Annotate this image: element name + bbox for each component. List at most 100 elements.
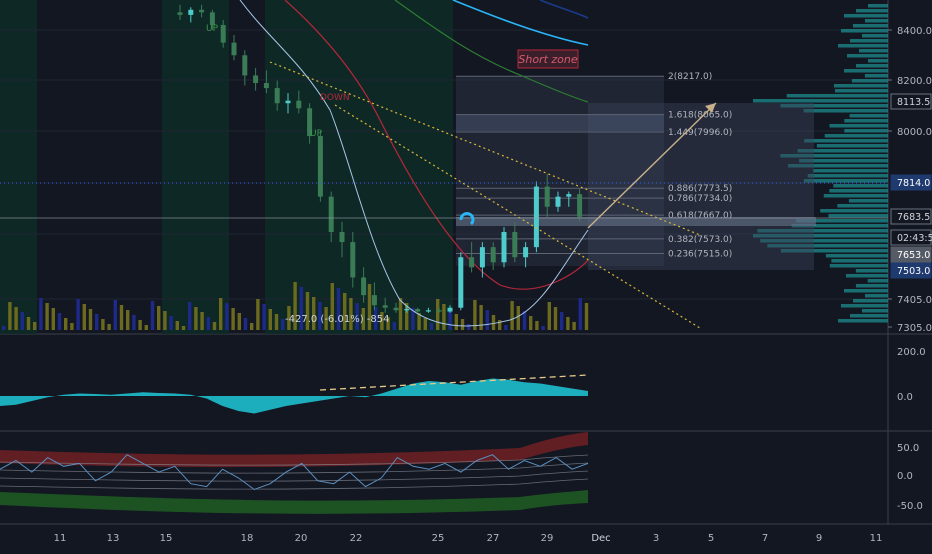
price-label-box-1 <box>890 174 932 191</box>
profile-bar-60 <box>840 304 888 308</box>
down-label: DOWN <box>320 93 350 103</box>
drawings[interactable] <box>0 61 888 329</box>
volume-bar-1 <box>8 302 12 330</box>
profile-bar-34 <box>807 174 888 178</box>
volume-bar-28 <box>175 321 179 330</box>
magnet-icon <box>459 212 475 226</box>
volume-bar-63 <box>392 322 396 330</box>
ema-navy <box>539 0 589 19</box>
volume-bar-78 <box>485 310 489 330</box>
measure-label: -427.0 (-6.01%) -854 <box>285 314 389 325</box>
rsi-mid-line-3 <box>0 478 589 490</box>
candle-body-15 <box>339 232 345 243</box>
volume-bar-66 <box>411 308 415 330</box>
time-tick-0: 11 <box>54 533 67 544</box>
candle-body-12 <box>307 108 313 137</box>
time-tick-3: 18 <box>241 533 254 544</box>
profile-bar-21 <box>803 109 888 113</box>
volume-bar-34 <box>212 322 217 330</box>
fib-label-7: 0.236(7515.0) <box>668 249 732 259</box>
time-tick-12: 7 <box>762 533 768 544</box>
volume-bar-38 <box>237 313 241 330</box>
candle-body-24 <box>436 310 442 312</box>
volume-profile <box>753 4 888 323</box>
volume-bar-55 <box>343 293 347 330</box>
rsi-tick-1: 0.0 <box>897 471 913 482</box>
volume-bar-83 <box>516 306 520 330</box>
volume-bar-62 <box>386 317 390 330</box>
time-tick-4: 20 <box>295 533 308 544</box>
profile-bar-0 <box>868 4 888 8</box>
volume-bar-6 <box>39 298 43 330</box>
sma-green <box>394 0 589 103</box>
rsi-axis: 50.0 0.0 -50.0 <box>897 443 923 512</box>
price-axis[interactable]: 8400.0 8200.0 8000.0 7405.0 7305.0 <box>888 26 932 334</box>
candle-body-0 <box>177 12 183 15</box>
price-label-box-4 <box>890 246 932 263</box>
profile-bar-14 <box>864 74 888 78</box>
fibonacci-extension[interactable]: 2(8217.0) 1.618(8065.0) 1.449(7996.0) 0.886… <box>456 72 816 270</box>
price-label-box-5 <box>890 262 932 279</box>
rsi-lower-band <box>0 490 588 514</box>
profile-bar-25 <box>844 129 888 133</box>
profile-bar-18 <box>786 94 888 98</box>
volume-bar-88 <box>547 302 551 330</box>
volume-bar-91 <box>566 317 570 330</box>
fib-label-3: 0.886(7773.5) <box>668 184 732 194</box>
volume-bar-22 <box>138 320 142 330</box>
volume-bar-21 <box>132 315 136 330</box>
profile-bar-52 <box>829 264 888 268</box>
up-label-2: UP <box>310 129 323 139</box>
volume-bar-39 <box>243 318 248 330</box>
candle-body-23 <box>425 310 431 312</box>
volume-bar-84 <box>522 311 527 330</box>
candle-body-13 <box>317 136 323 197</box>
price-label-box-3 <box>890 229 932 246</box>
candles[interactable] <box>177 4 583 313</box>
fib-label-4: 0.786(7734.0) <box>668 194 732 204</box>
candle-body-5 <box>231 42 237 56</box>
profile-bar-29 <box>797 149 888 153</box>
profile-bar-28 <box>816 144 888 148</box>
candle-body-30 <box>501 232 507 263</box>
volume-bar-86 <box>535 321 539 330</box>
profile-bar-39 <box>848 199 888 203</box>
time-axis[interactable]: 11 13 15 18 20 22 25 27 29 Dec 3 5 7 9 11 <box>54 533 883 544</box>
candle-body-37 <box>577 194 583 217</box>
profile-bar-42 <box>828 214 888 218</box>
volume-bar-68 <box>423 318 427 330</box>
volume-bar-60 <box>374 307 378 330</box>
volume-bar-71 <box>442 304 446 330</box>
time-tick-5: 22 <box>350 533 363 544</box>
sma-red <box>284 0 589 290</box>
short-zone-box <box>517 49 579 69</box>
rsi-line <box>0 454 589 491</box>
profile-bar-8 <box>838 44 888 48</box>
up-label-1: UP <box>206 24 219 34</box>
volume-bar-57 <box>355 303 359 330</box>
short-zone-annotation[interactable]: Short zone <box>517 49 579 69</box>
profile-bar-54 <box>845 274 888 278</box>
candle-body-8 <box>263 83 269 89</box>
volume-bar-53 <box>330 283 334 330</box>
candle-body-20 <box>393 307 399 311</box>
profile-bar-53 <box>855 269 888 273</box>
fib-label-2: 1.449(7996.0) <box>668 128 732 138</box>
profile-bar-2 <box>844 14 888 18</box>
candle-body-26 <box>458 257 464 308</box>
price-label-3: 02:43:55 <box>897 233 932 244</box>
volume-bar-81 <box>504 325 508 330</box>
trendline-upper <box>269 61 701 236</box>
profile-bar-48 <box>767 244 888 248</box>
macd-divergence-line <box>319 374 589 391</box>
volume-bar-46 <box>287 306 291 330</box>
time-tick-10: 3 <box>653 533 659 544</box>
candle-body-29 <box>490 247 496 263</box>
volume-bar-15 <box>95 314 99 330</box>
projection-arrow-head <box>705 103 716 113</box>
volume-bar-32 <box>200 312 204 330</box>
candle-body-21 <box>404 309 410 311</box>
time-tick-7: 27 <box>487 533 500 544</box>
rsi-mid-line-2 <box>0 470 589 482</box>
